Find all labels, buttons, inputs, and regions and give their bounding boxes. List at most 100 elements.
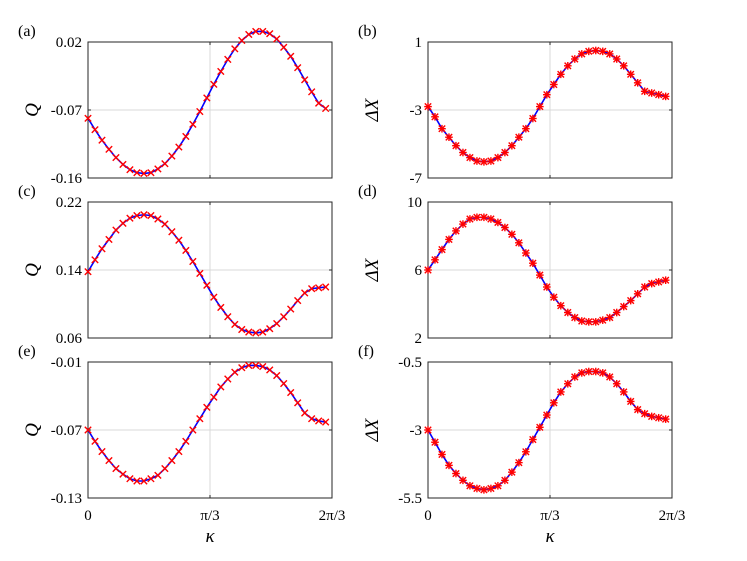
data-point (147, 475, 155, 483)
data-point (287, 52, 295, 61)
data-point (591, 367, 600, 376)
y-tick-label: 0.14 (56, 263, 83, 279)
y-axis-label: ΔX (362, 417, 383, 442)
panel-label: (e) (18, 343, 36, 360)
data-point (508, 141, 516, 150)
panel-b: 1 -3 -7 ΔX (b) (358, 23, 673, 187)
series-line (87, 213, 326, 334)
data-point (126, 475, 134, 483)
data-point (438, 245, 446, 254)
data-point (591, 46, 600, 55)
data-point (300, 409, 309, 417)
data-point (459, 148, 467, 157)
data-point (584, 47, 593, 56)
data-point (133, 169, 141, 177)
data-point (605, 50, 614, 58)
data-point (175, 447, 183, 456)
data-point (424, 266, 432, 274)
data-point (452, 227, 460, 235)
data-point (182, 437, 190, 446)
y-tick-label: -0.07 (51, 423, 83, 439)
panel-label: (b) (358, 23, 377, 40)
data-point (661, 276, 670, 284)
data-point (473, 213, 481, 222)
data-point (557, 388, 565, 396)
data-point (466, 481, 474, 490)
data-point (584, 318, 593, 326)
data-point (182, 132, 190, 141)
data-point (266, 324, 274, 333)
data-point (431, 438, 439, 447)
data-point (147, 169, 155, 177)
data-point (273, 319, 281, 328)
data-point (314, 417, 323, 425)
data-point (203, 94, 211, 102)
x-axis-label: κ (545, 526, 555, 547)
panel-label: (d) (358, 183, 377, 200)
data-point (570, 313, 579, 322)
data-point (654, 278, 663, 286)
data-point (598, 316, 607, 324)
data-point (577, 369, 586, 377)
y-tick-label: -3 (410, 103, 423, 119)
data-point (273, 35, 281, 43)
panel-d: 10 6 2 ΔX (d) (358, 183, 673, 347)
data-point (577, 317, 586, 325)
data-point (245, 30, 253, 39)
y-tick-label: -7 (410, 171, 423, 187)
y-axis-label: Q (22, 103, 43, 117)
data-point (431, 113, 439, 121)
data-point (543, 283, 551, 291)
data-point (508, 230, 516, 239)
y-tick-label: 10 (407, 195, 422, 211)
data-point (307, 88, 316, 96)
data-point (550, 293, 558, 301)
data-point (105, 456, 113, 465)
data-point (307, 285, 316, 293)
data-point (98, 136, 106, 144)
panel-a: 0.02 -0.07 -0.16 Q (a) (18, 23, 333, 187)
data-point (259, 328, 267, 336)
data-point (619, 302, 628, 311)
data-point (543, 90, 551, 99)
data-point (494, 218, 502, 227)
data-point (266, 366, 274, 374)
data-point (231, 45, 239, 53)
x-tick-label: 2π/3 (659, 508, 686, 524)
x-tick-label: π/3 (540, 508, 559, 524)
data-point (640, 409, 649, 418)
y-tick-label: -5.5 (398, 491, 422, 507)
y-axis-label: Q (22, 263, 43, 277)
data-point (238, 36, 246, 45)
data-point (501, 223, 509, 232)
data-point (133, 477, 141, 485)
data-point (494, 481, 502, 490)
data-point (203, 281, 211, 289)
data-point (175, 236, 183, 244)
data-point (259, 362, 267, 371)
data-point (224, 375, 232, 383)
data-point (564, 379, 572, 388)
data-point (557, 70, 565, 79)
data-point (438, 124, 446, 133)
data-point (154, 165, 162, 173)
data-point (480, 158, 488, 166)
y-tick-label: 2 (415, 331, 423, 347)
data-point (168, 152, 176, 160)
series-line (427, 370, 666, 491)
data-point (529, 114, 537, 123)
data-point (626, 397, 635, 406)
data-point (217, 383, 225, 391)
data-point (626, 70, 635, 79)
panel-c: 0.22 0.14 0.06 Q (c) (18, 183, 333, 347)
data-point (161, 464, 169, 473)
data-point (570, 55, 579, 63)
panel-f: -0.5 -3 -5.50 π/3 2π/3 κ ΔX (f) (358, 343, 685, 547)
data-point (612, 379, 621, 388)
y-tick-label: -0.5 (398, 355, 422, 371)
data-point (452, 469, 460, 478)
data-point (189, 426, 197, 434)
data-point (287, 305, 295, 313)
x-tick-label: 0 (84, 508, 92, 524)
data-point (473, 157, 481, 165)
